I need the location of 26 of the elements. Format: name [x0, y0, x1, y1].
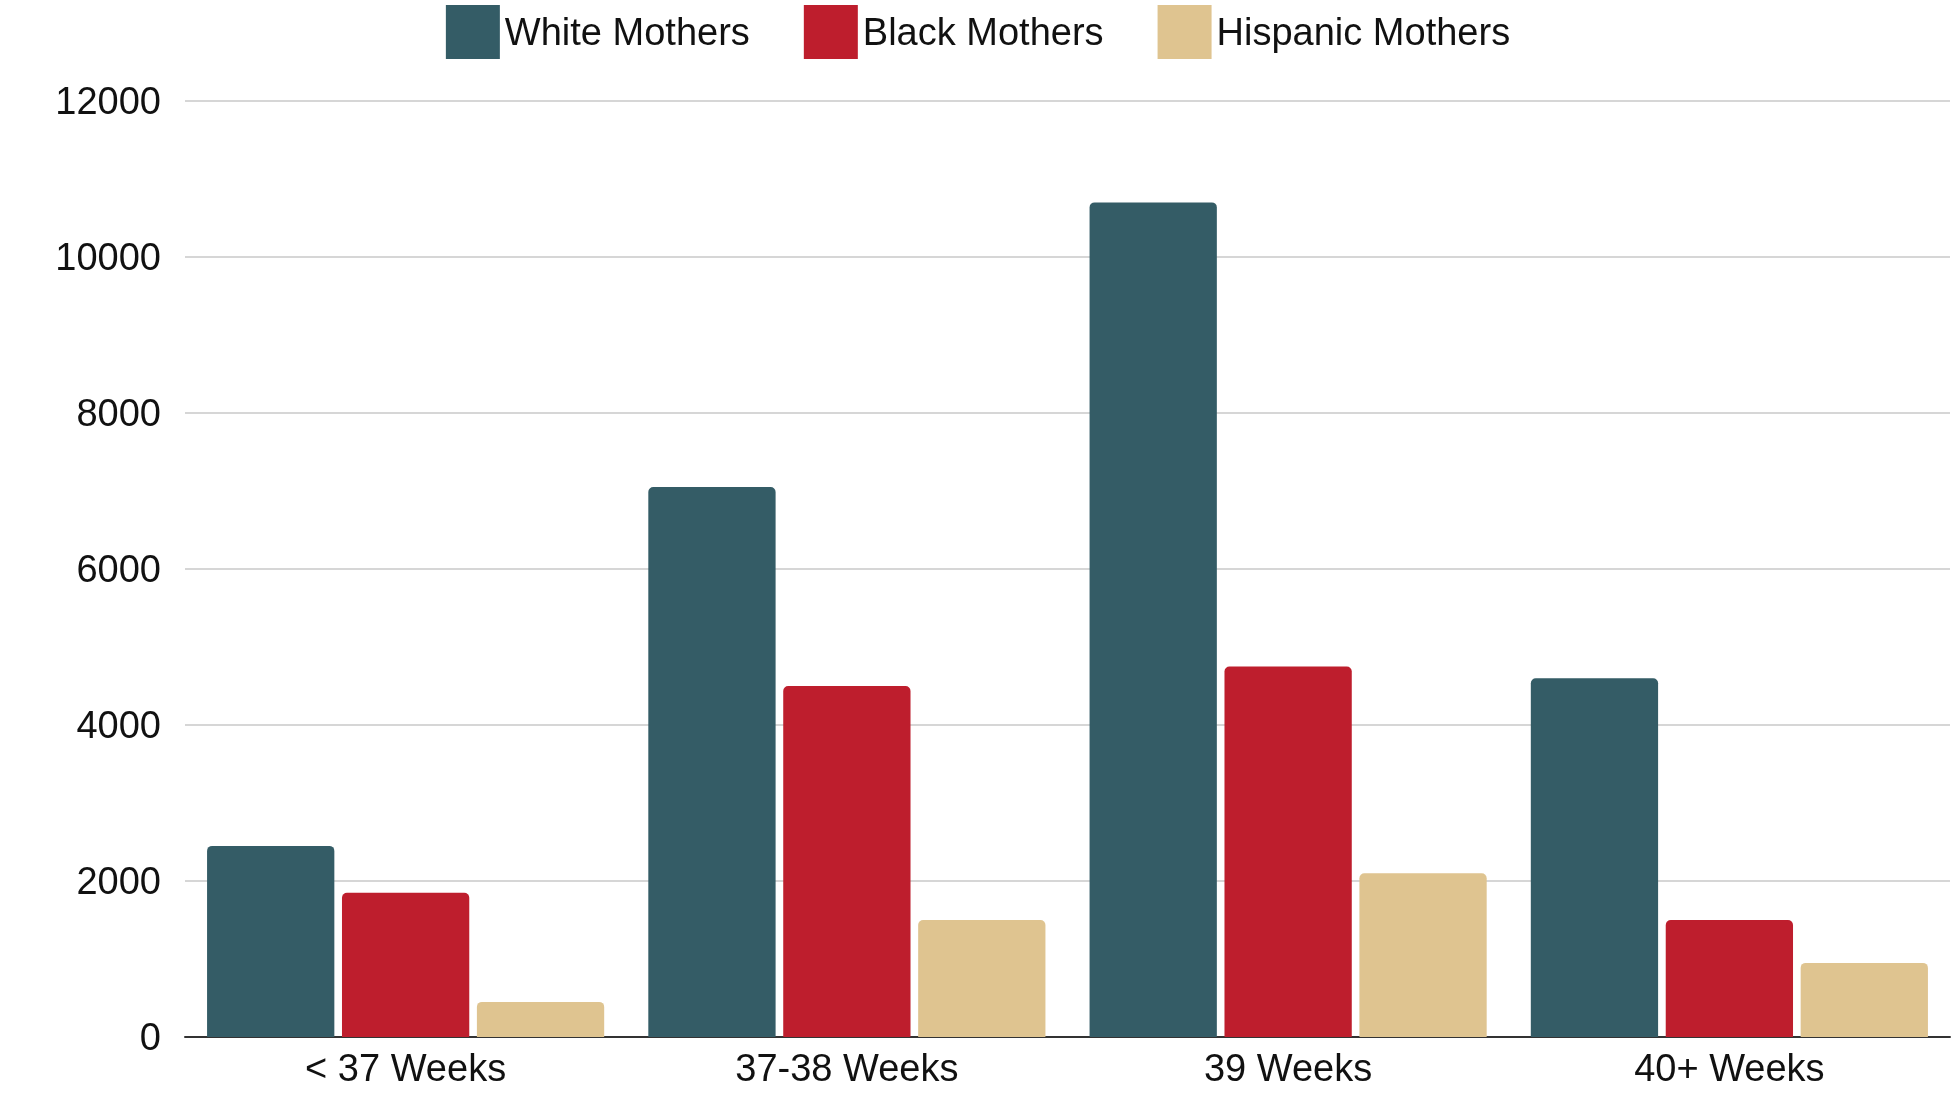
bar — [1359, 873, 1487, 1037]
x-tick-label: 39 Weeks — [1203, 1047, 1373, 1089]
y-tick-label: 6000 — [76, 548, 161, 590]
bar — [476, 1001, 605, 1037]
bar — [1800, 962, 1928, 1037]
x-tick-label: 37-38 Weeks — [735, 1047, 959, 1089]
bar — [207, 845, 335, 1037]
legend-label: Hispanic Mothers — [1216, 11, 1511, 53]
y-tick-label: 4000 — [76, 704, 161, 746]
y-tick-label: 8000 — [76, 392, 161, 434]
y-tick-label: 12000 — [55, 80, 161, 122]
y-tick-label: 0 — [139, 1016, 161, 1058]
bar — [783, 686, 911, 1037]
bar — [1665, 920, 1794, 1037]
legend-label: Black Mothers — [862, 11, 1104, 53]
bar — [648, 487, 776, 1037]
legend-label: White Mothers — [504, 11, 750, 53]
x-tick-label: 40+ Weeks — [1634, 1047, 1825, 1089]
y-tick-label: 10000 — [55, 236, 161, 278]
bar — [1089, 202, 1217, 1037]
bar — [1224, 666, 1352, 1037]
bar — [918, 920, 1046, 1037]
bar — [1530, 678, 1659, 1037]
x-tick-label: < 37 Weeks — [305, 1047, 507, 1089]
y-tick-label: 2000 — [76, 860, 161, 902]
bar — [341, 892, 470, 1037]
